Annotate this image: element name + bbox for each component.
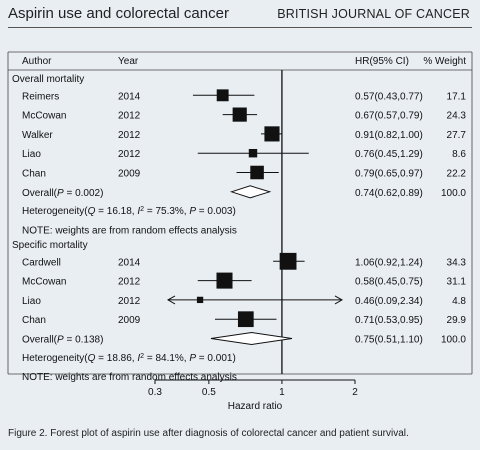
x-tick-label: 2 xyxy=(352,387,358,398)
overall-diamond xyxy=(210,331,293,346)
heterogeneity-text: Heterogeneity(Q = 16.18, I2 = 75.3%, P =… xyxy=(22,206,236,218)
overall-weight: 100.0 xyxy=(441,335,466,346)
header-rule xyxy=(8,27,472,28)
weights-note: NOTE: weights are from random effects an… xyxy=(22,225,237,236)
column-header-author: Author xyxy=(22,56,52,67)
point-estimate-box xyxy=(264,126,280,142)
point-estimate-box xyxy=(232,107,247,122)
study-year: 2012 xyxy=(118,111,141,122)
overall-diamond xyxy=(229,185,272,199)
study-weight: 27.7 xyxy=(447,130,467,141)
column-header-hr: HR(95% CI) xyxy=(355,56,409,67)
point-estimate-box xyxy=(279,252,297,270)
point-estimate-box xyxy=(196,296,204,304)
x-tick-label: 1 xyxy=(279,387,285,398)
weights-note: NOTE: weights are from random effects an… xyxy=(22,372,237,383)
section-label: Overall mortality xyxy=(12,74,84,85)
study-weight: 34.3 xyxy=(447,257,467,268)
overall-hr-ci: 0.75(0.51,1.10) xyxy=(355,335,423,346)
study-hr-ci: 0.58(0.45,0.75) xyxy=(355,277,423,288)
point-estimate-box xyxy=(216,89,229,102)
study-weight: 24.3 xyxy=(447,111,467,122)
page-title: Aspirin use and colorectal cancer xyxy=(8,5,229,22)
overall-hr-ci: 0.74(0.62,0.89) xyxy=(355,188,423,199)
study-year: 2012 xyxy=(118,277,141,288)
column-header-year: Year xyxy=(118,56,139,67)
study-hr-ci: 0.57(0.43,0.77) xyxy=(355,91,423,102)
study-author: Liao xyxy=(22,296,41,307)
study-weight: 8.6 xyxy=(452,149,466,160)
study-year: 2009 xyxy=(118,169,141,180)
overall-label: Overall(P = 0.002) xyxy=(22,188,103,199)
study-weight: 29.9 xyxy=(447,315,467,326)
study-hr-ci: 1.06(0.92,1.24) xyxy=(355,257,423,268)
study-year: 2012 xyxy=(118,149,141,160)
forest-plot: Author Year HR(95% CI) % Weight Overall mort… xyxy=(7,51,473,412)
study-author: Chan xyxy=(22,169,46,180)
point-estimate-box xyxy=(250,165,264,180)
study-year: 2012 xyxy=(118,296,141,307)
study-weight: 22.2 xyxy=(447,169,467,180)
study-author: McCowan xyxy=(22,277,66,288)
x-axis-label: Hazard ratio xyxy=(228,401,283,412)
column-header-weight: % Weight xyxy=(423,56,466,67)
study-hr-ci: 0.71(0.53,0.95) xyxy=(355,315,423,326)
study-weight: 31.1 xyxy=(447,277,467,288)
study-hr-ci: 0.46(0.09,2.34) xyxy=(355,296,423,307)
study-hr-ci: 0.76(0.45,1.29) xyxy=(355,149,423,160)
study-author: Liao xyxy=(22,149,41,160)
study-author: McCowan xyxy=(22,111,66,122)
section-label: Specific mortality xyxy=(12,240,88,251)
point-estimate-box xyxy=(248,148,258,158)
study-year: 2009 xyxy=(118,315,141,326)
study-author: Chan xyxy=(22,315,46,326)
study-weight: 17.1 xyxy=(447,91,467,102)
study-author: Cardwell xyxy=(22,257,61,268)
ci-arrow-left xyxy=(166,295,176,305)
study-year: 2012 xyxy=(118,130,141,141)
study-author: Reimers xyxy=(22,91,59,102)
overall-label: Overall(P = 0.138) xyxy=(22,335,103,346)
ci-arrow-right xyxy=(334,295,344,305)
point-estimate-box xyxy=(237,311,254,328)
study-year: 2014 xyxy=(118,91,141,102)
figure-caption: Figure 2. Forest plot of aspirin use aft… xyxy=(8,428,409,439)
study-hr-ci: 0.91(0.82,1.00) xyxy=(355,130,423,141)
study-hr-ci: 0.67(0.57,0.79) xyxy=(355,111,423,122)
study-hr-ci: 0.79(0.65,0.97) xyxy=(355,169,423,180)
point-estimate-box xyxy=(216,272,233,289)
study-author: Walker xyxy=(22,130,53,141)
journal-name: BRITISH JOURNAL OF CANCER xyxy=(277,7,470,21)
x-tick-label: 0.3 xyxy=(148,387,162,398)
study-weight: 4.8 xyxy=(452,296,466,307)
x-tick-label: 0.5 xyxy=(202,387,216,398)
study-year: 2014 xyxy=(118,257,141,268)
overall-weight: 100.0 xyxy=(441,188,466,199)
heterogeneity-text: Heterogeneity(Q = 18.86, I2 = 84.1%, P =… xyxy=(22,352,236,364)
